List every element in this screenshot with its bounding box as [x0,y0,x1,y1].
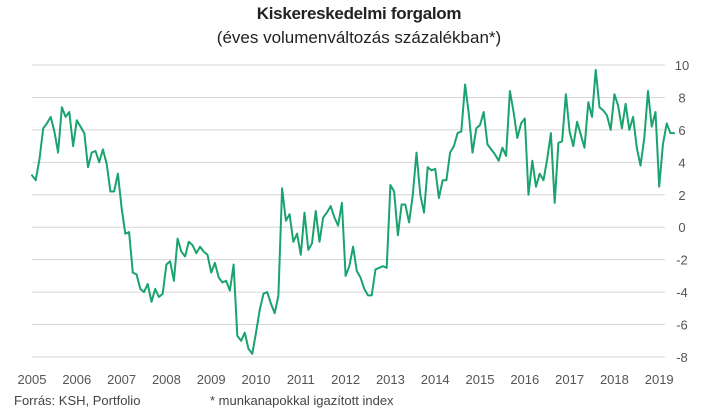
y-tick-label: 10 [675,58,689,73]
y-tick-label: 2 [678,188,685,203]
footnote: * munkanapokkal igazított index [210,393,394,408]
x-tick-label: 2014 [421,372,450,387]
y-tick-label: 0 [678,220,685,235]
y-tick-label: -6 [676,318,688,333]
y-tick-label: 6 [678,123,685,138]
x-tick-label: 2019 [645,372,674,387]
y-tick-label: -8 [676,350,688,365]
x-tick-label: 2017 [555,372,584,387]
x-tick-label: 2005 [18,372,47,387]
x-tick-label: 2006 [62,372,91,387]
x-tick-label: 2007 [107,372,136,387]
x-tick-label: 2009 [197,372,226,387]
x-tick-label: 2010 [242,372,271,387]
y-tick-label: -2 [676,253,688,268]
x-tick-label: 2016 [510,372,539,387]
y-tick-label: 4 [678,155,685,170]
x-tick-label: 2015 [466,372,495,387]
x-tick-label: 2013 [376,372,405,387]
y-tick-label: 8 [678,90,685,105]
x-tick-label: 2008 [152,372,181,387]
source-note: Forrás: KSH, Portfolio [14,393,141,408]
y-tick-label: -4 [676,285,688,300]
chart-subtitle: (éves volumenváltozás százalékban*) [216,28,502,47]
series-line [31,68,676,355]
x-tick-label: 2018 [600,372,629,387]
chart-title: Kiskereskedelmi forgalom [256,4,462,23]
x-tick-label: 2011 [287,372,315,387]
x-tick-label: 2012 [331,372,360,387]
